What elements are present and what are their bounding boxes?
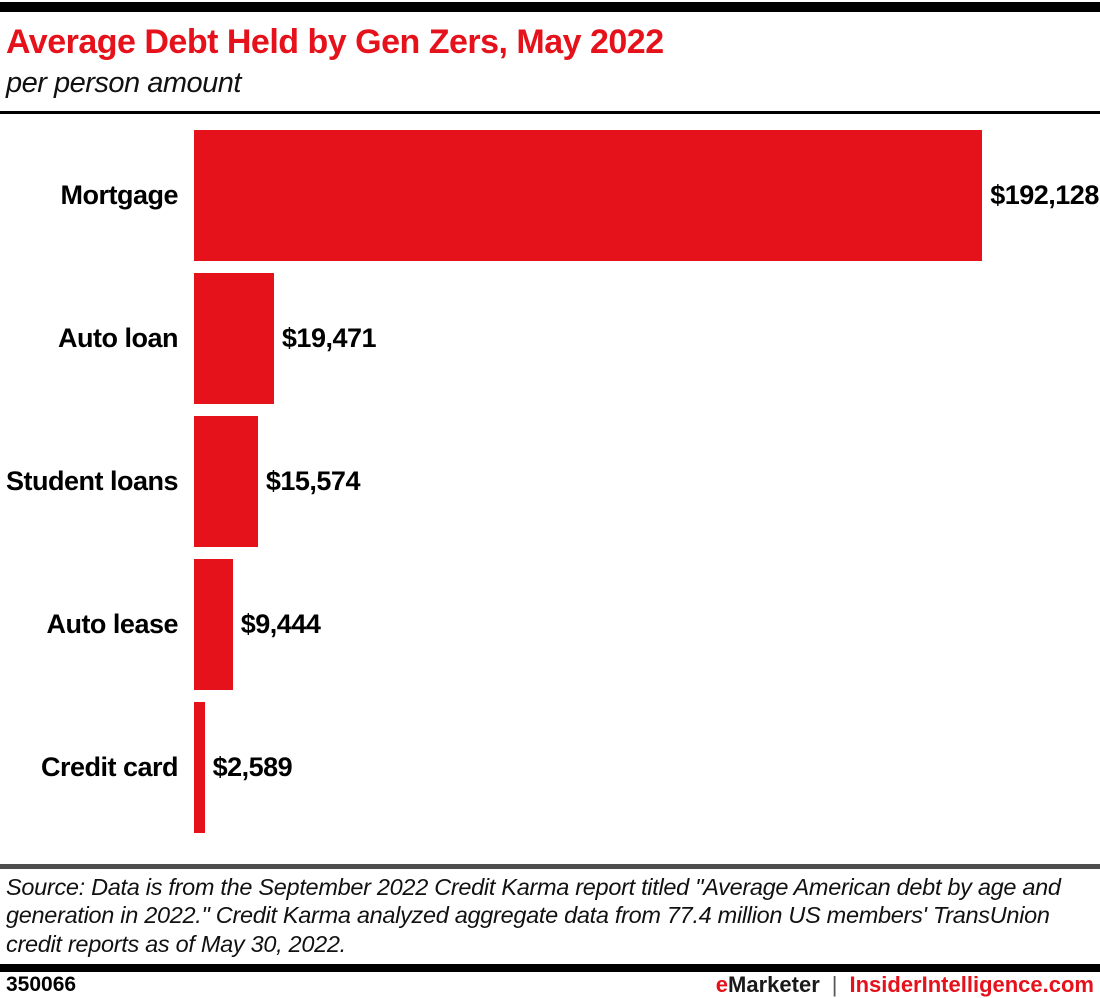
emarketer-logo-rest: Marketer bbox=[728, 971, 820, 997]
insider-intelligence-logo: InsiderIntelligence.com bbox=[849, 971, 1094, 997]
bar-row: Credit card $2,589 bbox=[0, 696, 1100, 839]
emarketer-logo-e: e bbox=[715, 971, 729, 997]
bar bbox=[194, 130, 983, 262]
bar-chart: Mortgage $192,128 Auto loan $19,471 Stud… bbox=[0, 114, 1100, 864]
top-divider-bar bbox=[0, 2, 1100, 12]
bar-track: $9,444 bbox=[194, 559, 1100, 691]
brand-separator: | bbox=[831, 971, 838, 997]
bar-row: Auto loan $19,471 bbox=[0, 267, 1100, 410]
bar-row: Student loans $15,574 bbox=[0, 410, 1100, 553]
value-label: $9,444 bbox=[240, 609, 321, 640]
bar-track: $19,471 bbox=[194, 273, 1100, 405]
chart-subtitle: per person amount bbox=[6, 66, 241, 99]
emarketer-logo: eMarketer bbox=[716, 972, 820, 998]
category-label: Mortgage bbox=[60, 180, 179, 211]
category-label: Student loans bbox=[5, 466, 179, 497]
bar bbox=[194, 559, 233, 691]
source-note: Source: Data is from the September 2022 … bbox=[6, 873, 1061, 957]
bar bbox=[194, 273, 274, 405]
bar-track: $2,589 bbox=[194, 702, 1100, 834]
value-label: $2,589 bbox=[212, 752, 293, 783]
bar-row: Auto lease $9,444 bbox=[0, 553, 1100, 696]
bar bbox=[194, 702, 205, 834]
header-rule bbox=[0, 110, 1100, 115]
category-label: Credit card bbox=[40, 752, 179, 783]
footer-divider-bar bbox=[0, 964, 1100, 972]
branding: eMarketer | InsiderIntelligence.com bbox=[716, 972, 1094, 998]
value-label: $192,128 bbox=[990, 180, 1099, 211]
source-rule bbox=[0, 864, 1100, 869]
value-label: $15,574 bbox=[265, 466, 361, 497]
bar-track: $192,128 bbox=[194, 130, 1100, 262]
value-label: $19,471 bbox=[281, 323, 377, 354]
bar bbox=[194, 416, 258, 548]
category-label: Auto loan bbox=[58, 323, 178, 354]
category-label: Auto lease bbox=[46, 609, 178, 640]
chart-header: Average Debt Held by Gen Zers, May 2022 … bbox=[0, 12, 1100, 103]
bar-row: Mortgage $192,128 bbox=[0, 124, 1100, 267]
chart-id: 350066 bbox=[6, 972, 77, 996]
chart-title: Average Debt Held by Gen Zers, May 2022 bbox=[6, 22, 664, 61]
bar-track: $15,574 bbox=[194, 416, 1100, 548]
footer: 350066 eMarketer | InsiderIntelligence.c… bbox=[0, 972, 1100, 998]
